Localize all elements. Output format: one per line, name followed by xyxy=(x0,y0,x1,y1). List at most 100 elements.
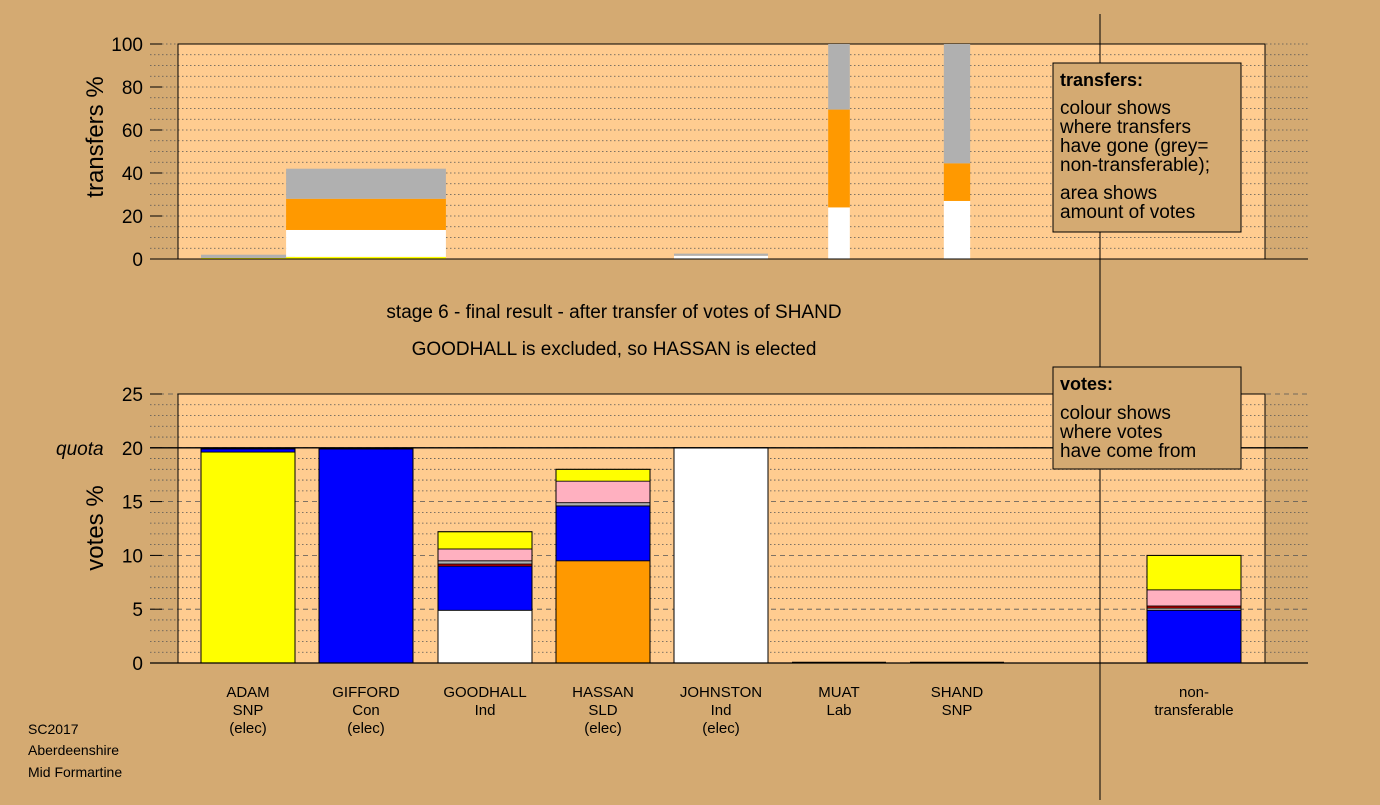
transfers-y-axis-label: transfers % xyxy=(82,76,109,197)
candidate-name: GIFFORD xyxy=(332,684,400,701)
votes-legend-line: where votes xyxy=(1059,422,1162,443)
transfers-segment-ind-johnston xyxy=(286,229,446,257)
transfers-segment-ind-johnston xyxy=(943,200,971,259)
transfers-segment-snp xyxy=(286,256,446,259)
candidate-name: ADAM xyxy=(226,684,269,701)
candidate-name: HASSAN xyxy=(572,684,634,701)
votes-bar-hassan xyxy=(555,468,651,664)
votes-legend: votes: colour shows where votes have com… xyxy=(1052,366,1242,470)
transfers-segment-ind-johnston xyxy=(674,255,768,259)
votes-segment-snp xyxy=(200,451,296,664)
stage-title-line1: stage 6 - final result - after transfer … xyxy=(386,302,841,323)
transfers-segment-non-transferable xyxy=(943,44,971,164)
candidate-party: Con xyxy=(352,702,380,719)
transfers-legend-line: amount of votes xyxy=(1060,202,1195,223)
footer-line1: SC2017 xyxy=(28,721,79,737)
transfers-legend-line: area shows xyxy=(1060,183,1157,204)
votes-segment-non-transferable xyxy=(555,502,651,507)
transfers-legend: transfers: colour shows where transfers … xyxy=(1052,62,1242,233)
votes-segment-ind-johnston xyxy=(673,447,769,664)
candidate-status: (elec) xyxy=(584,720,622,737)
votes-segment-snp xyxy=(437,531,533,550)
transfers-segment-ind-johnston xyxy=(828,207,850,259)
votes-segment-snp xyxy=(1146,555,1242,591)
votes-tick-label: 0 xyxy=(132,654,143,675)
votes-segment-sld xyxy=(555,560,651,664)
candidate-label-muat: MUAT Lab xyxy=(818,684,859,719)
votes-y-axis-label: votes % xyxy=(82,485,109,570)
votes-tick-label: 25 xyxy=(122,385,143,406)
candidate-status: (elec) xyxy=(347,720,385,737)
transfers-legend-title: transfers: xyxy=(1060,70,1143,90)
votes-legend-line: have come from xyxy=(1060,441,1196,462)
transfers-bar-muat xyxy=(828,44,850,259)
transfers-segment-snp xyxy=(201,257,295,259)
votes-legend-line: colour shows xyxy=(1060,403,1171,424)
transfers-tick-label: 20 xyxy=(122,207,143,228)
transfers-segment-non-transferable xyxy=(201,254,295,258)
transfers-legend-line: have gone (grey= xyxy=(1060,136,1208,157)
candidate-label-adam: ADAM SNP (elec) xyxy=(226,684,269,737)
candidate-label-hassan: HASSAN SLD (elec) xyxy=(572,684,634,737)
candidate-party: SNP xyxy=(233,702,264,719)
candidate-label-nontransferable: non- transferable xyxy=(1154,684,1233,719)
nontransferable-label-line2: transferable xyxy=(1154,702,1233,719)
candidate-label-goodhall: GOODHALL Ind xyxy=(443,684,526,719)
votes-segment-con xyxy=(318,448,414,664)
transfers-segment-non-transferable xyxy=(828,44,850,110)
candidate-name: MUAT xyxy=(818,684,859,701)
candidate-status: (elec) xyxy=(702,720,740,737)
transfers-segment-sld xyxy=(943,163,971,201)
votes-legend-box xyxy=(1052,366,1242,470)
transfers-bar-adam xyxy=(201,254,295,259)
candidate-party: SNP xyxy=(942,702,973,719)
votes-segment-snp xyxy=(555,468,651,482)
votes-plot: quota 0 5 10 15 20 25 xyxy=(56,385,1308,675)
votes-segment-con xyxy=(1146,609,1242,664)
transfers-tick-label: 60 xyxy=(122,121,143,142)
transfers-bar-gifford xyxy=(286,168,446,259)
votes-legend-title: votes: xyxy=(1060,374,1113,394)
transfers-bar-johnston xyxy=(674,253,768,259)
votes-segment-con xyxy=(555,505,651,562)
votes-bar-nontransferable xyxy=(1146,554,1242,664)
transfers-tick-label: 0 xyxy=(132,250,143,271)
votes-segment-ind-goodhall xyxy=(1146,589,1242,607)
footer: SC2017 Aberdeenshire Mid Formartine xyxy=(28,721,122,780)
candidate-label-shand: SHAND SNP xyxy=(931,684,984,719)
candidate-label-johnston: JOHNSTON Ind (elec) xyxy=(680,684,762,737)
candidate-label-gifford: GIFFORD Con (elec) xyxy=(332,684,400,737)
votes-tick-label: 10 xyxy=(122,546,143,567)
votes-tick-label: 20 xyxy=(122,439,143,460)
transfers-legend-line: where transfers xyxy=(1059,117,1191,138)
votes-bar-johnston xyxy=(673,447,769,664)
votes-segment-non-transferable xyxy=(437,560,533,565)
transfers-segment-sld xyxy=(828,109,850,208)
candidate-name: SHAND xyxy=(931,684,984,701)
candidate-status: (elec) xyxy=(229,720,267,737)
transfers-tick-label: 80 xyxy=(122,78,143,99)
votes-segment-con xyxy=(437,565,533,611)
candidate-name: GOODHALL xyxy=(443,684,526,701)
votes-segment-ind-goodhall xyxy=(555,480,651,504)
candidate-party: Lab xyxy=(826,702,851,719)
nontransferable-label-line1: non- xyxy=(1179,684,1209,701)
votes-bar-gifford xyxy=(318,448,414,664)
footer-line2: Aberdeenshire xyxy=(28,742,119,758)
candidate-party: Ind xyxy=(711,702,732,719)
transfers-bar-shand xyxy=(943,44,971,259)
votes-bar-goodhall xyxy=(437,531,533,664)
transfers-tick-label: 40 xyxy=(122,164,143,185)
quota-label: quota xyxy=(56,439,104,460)
footer-line3: Mid Formartine xyxy=(28,764,122,780)
transfers-tick-label: 100 xyxy=(111,35,143,56)
candidate-labels: ADAM SNP (elec) GIFFORD Con (elec) GOODH… xyxy=(226,684,1233,737)
transfers-segment-non-transferable xyxy=(286,168,446,199)
candidate-party: Ind xyxy=(475,702,496,719)
votes-segment-ind-goodhall xyxy=(437,548,533,562)
votes-bar-adam xyxy=(200,448,296,664)
votes-tick-label: 5 xyxy=(132,600,143,621)
votes-tick-label: 15 xyxy=(122,493,143,514)
